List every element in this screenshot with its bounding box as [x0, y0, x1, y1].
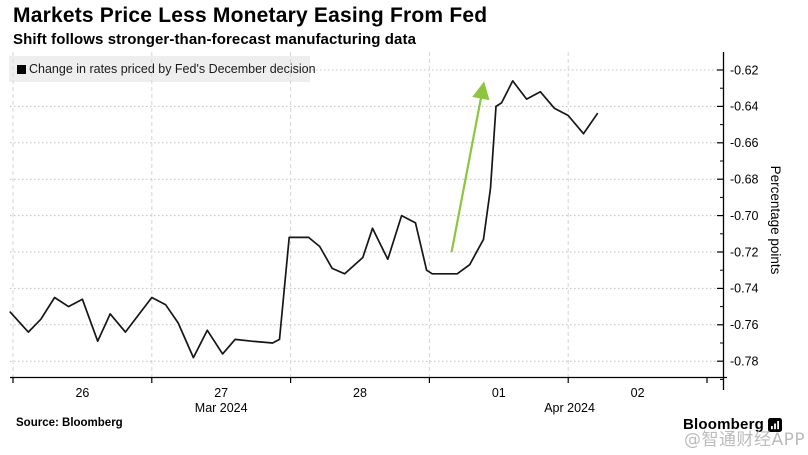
chart-subtitle: Shift follows stronger-than-forecast man…	[13, 31, 417, 48]
y-tick-label: -0.64	[730, 100, 759, 114]
bloomberg-logo: Bloomberg	[683, 416, 782, 433]
x-day-label: 02	[631, 386, 645, 400]
y-tick-label: -0.66	[730, 136, 759, 150]
x-day-label: 26	[75, 386, 89, 400]
watermark: @智通财经APP	[684, 430, 806, 450]
x-day-label: 27	[214, 386, 228, 400]
bloomberg-wordmark: Bloomberg	[683, 416, 764, 433]
y-tick-label: -0.76	[730, 318, 759, 332]
y-tick-label: -0.62	[730, 63, 759, 77]
legend: Change in rates priced by Fed's December…	[9, 56, 316, 82]
y-tick-label: -0.78	[730, 355, 759, 369]
x-day-label: 01	[492, 386, 506, 400]
x-day-label: 28	[353, 386, 367, 400]
legend-swatch-icon	[17, 64, 26, 74]
page-title: Markets Price Less Monetary Easing From …	[13, 4, 488, 27]
x-month-label: Apr 2024	[544, 401, 595, 415]
y-tick-label: -0.68	[730, 173, 759, 187]
x-month-label: Mar 2024	[195, 401, 248, 415]
series-line	[9, 80, 599, 359]
y-axis-title: Percentage points	[768, 166, 783, 275]
y-tick-label: -0.72	[730, 245, 759, 259]
legend-label: Change in rates priced by Fed's December…	[29, 62, 316, 76]
y-tick-label: -0.74	[730, 282, 759, 296]
source-note: Source: Bloomberg	[16, 417, 123, 429]
trend-arrow	[450, 81, 490, 253]
bloomberg-chart-icon	[767, 417, 782, 432]
y-tick-label: -0.70	[730, 209, 759, 223]
